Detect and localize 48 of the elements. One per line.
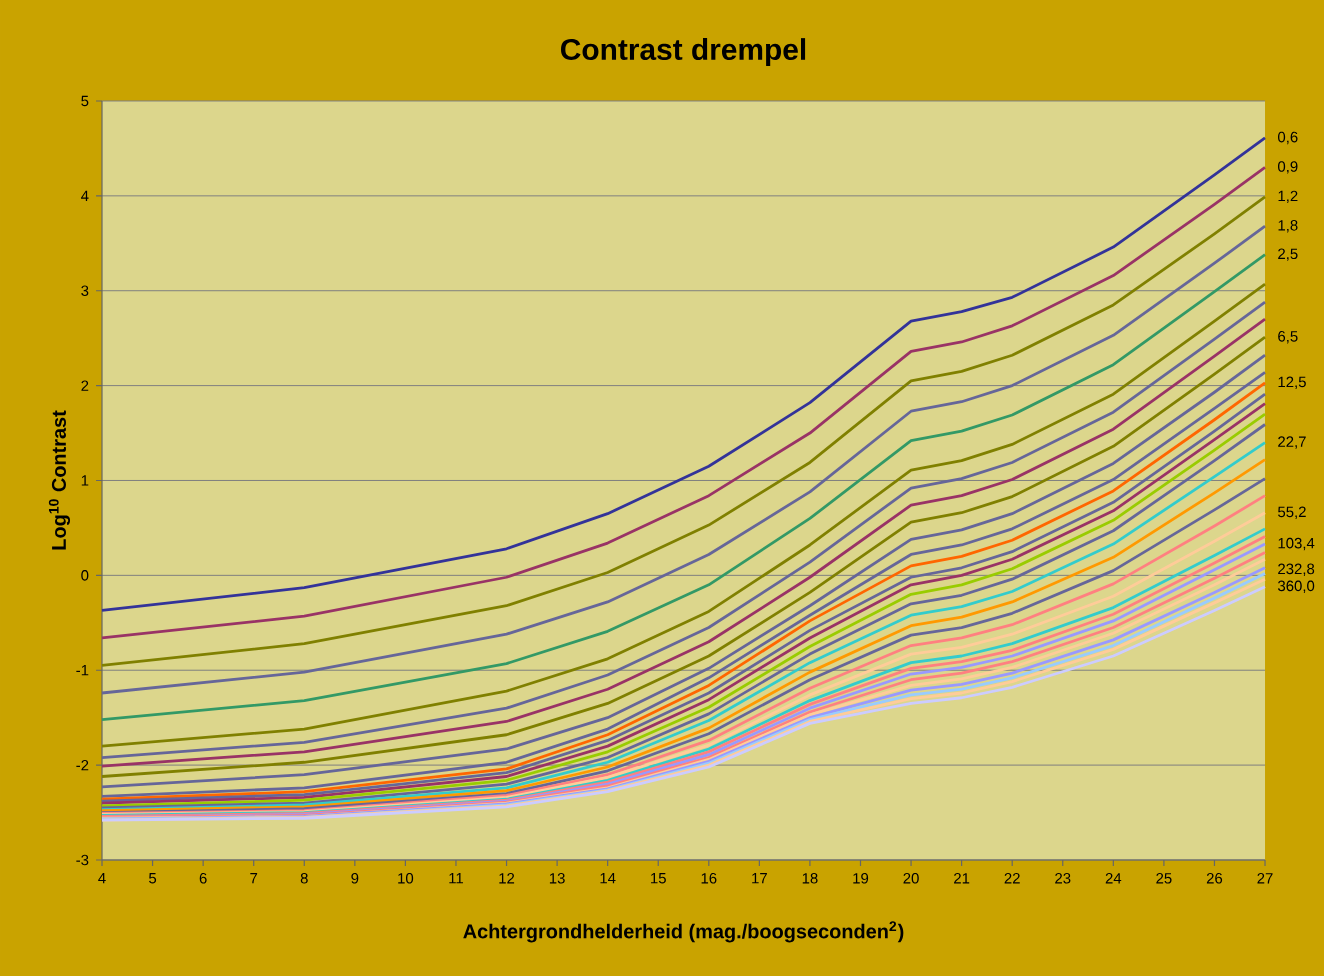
y-tick-label: -3 — [76, 854, 89, 866]
series-label: 55,2 — [1278, 506, 1306, 519]
x-tick-label: 15 — [651, 873, 666, 884]
y-tick-label: 2 — [81, 380, 89, 391]
x-tick-label: 12 — [499, 873, 515, 884]
y-tick-label: -1 — [76, 665, 89, 676]
x-axis-title: Achtergrondhelderheid (mag./boogseconden$^{2}$) — [463, 921, 904, 943]
series-label: 22,7 — [1278, 436, 1306, 449]
series-label: 103,4 — [1278, 537, 1315, 551]
series-label: 360,0 — [1277, 580, 1315, 593]
series-label: 1,2 — [1278, 190, 1298, 203]
x-tick-label: 22 — [1004, 873, 1020, 884]
x-tick-label: 21 — [954, 873, 970, 884]
x-tick-label: 14 — [600, 873, 616, 884]
x-tick-label: 16 — [701, 873, 717, 884]
y-tick-label: 1 — [81, 475, 89, 486]
x-tick-label: 8 — [300, 873, 308, 884]
y-tick-label: 4 — [81, 190, 89, 201]
series-label: 1,8 — [1278, 220, 1298, 233]
x-tick-label: 19 — [853, 873, 869, 884]
x-tick-label: 9 — [351, 873, 359, 884]
y-axis-title: Log$^{10}$ Contrast — [48, 410, 71, 550]
x-tick-label: 4 — [98, 873, 106, 884]
x-tick-label: 25 — [1156, 873, 1172, 884]
x-tick-label: 11 — [449, 873, 464, 884]
series-label: 2,5 — [1278, 248, 1298, 261]
x-tick-label: 5 — [149, 873, 157, 884]
y-tick-label: -2 — [76, 759, 89, 771]
x-tick-label: 23 — [1055, 873, 1071, 884]
series-label: 0,6 — [1278, 131, 1298, 145]
x-tick-label: 17 — [752, 873, 767, 884]
series-label: 0,9 — [1278, 161, 1298, 174]
x-tick-label: 24 — [1105, 873, 1122, 884]
x-tick-label: 20 — [903, 873, 919, 884]
series-label: 6,5 — [1278, 331, 1298, 344]
x-tick-label: 26 — [1206, 873, 1223, 884]
y-tick-label: 0 — [81, 570, 89, 581]
chart-title: Contrast drempel — [561, 38, 806, 66]
x-tick-label: 27 — [1257, 873, 1273, 884]
series-label: 12,5 — [1278, 376, 1306, 389]
y-tick-label: 5 — [81, 95, 89, 107]
x-tick-label: 6 — [199, 873, 207, 884]
y-tick-label: 3 — [81, 285, 89, 297]
x-tick-label: 7 — [250, 873, 258, 884]
x-tick-label: 18 — [802, 873, 818, 884]
series-label: 232,8 — [1278, 563, 1315, 576]
x-tick-label: 10 — [398, 873, 414, 884]
x-tick-label: 13 — [549, 873, 565, 884]
